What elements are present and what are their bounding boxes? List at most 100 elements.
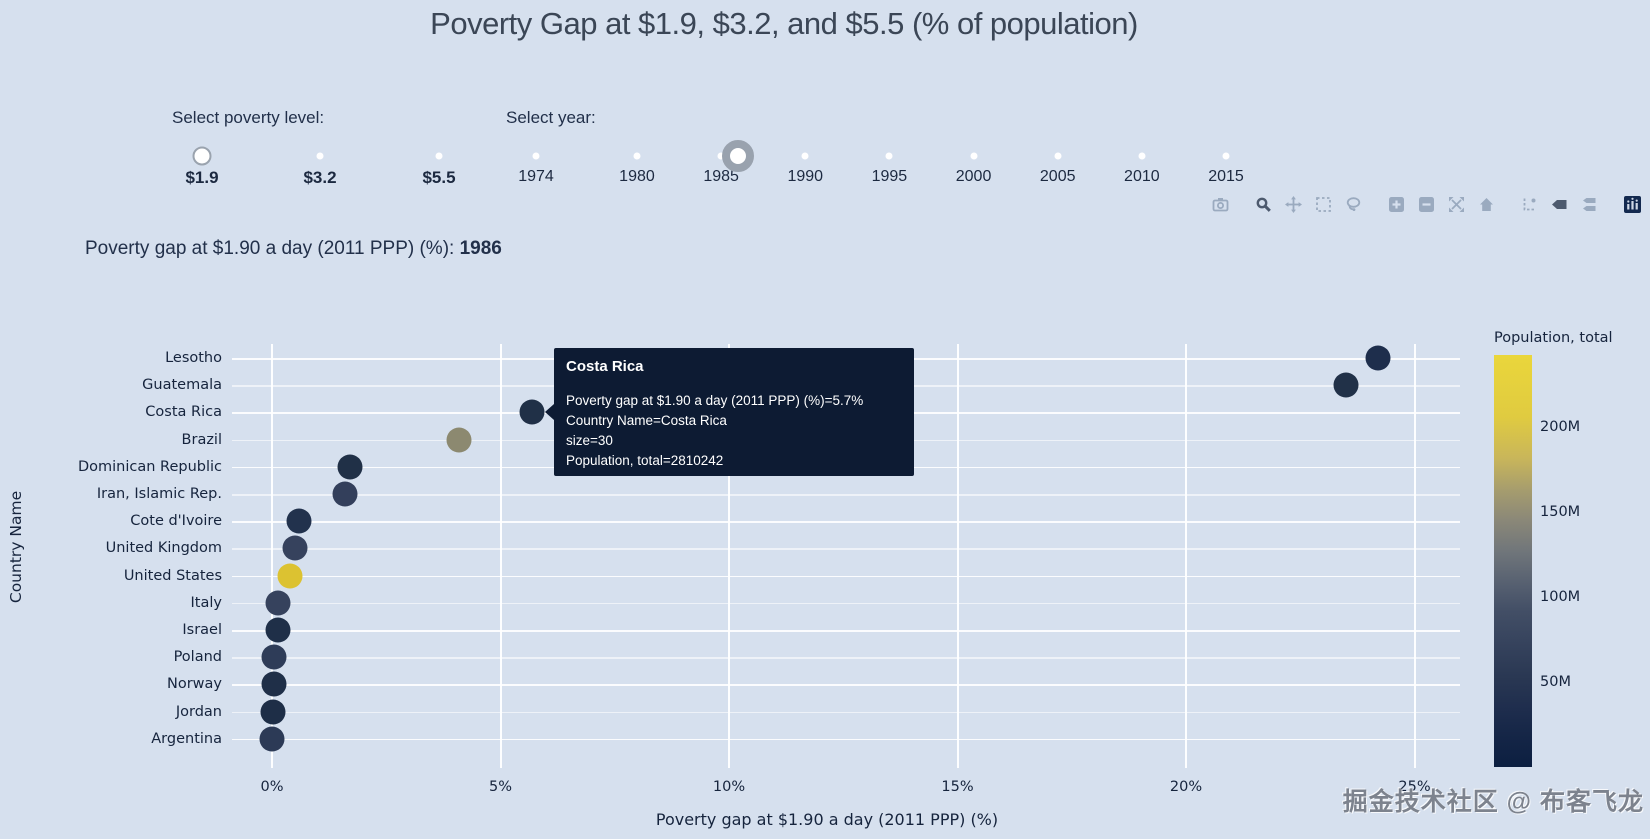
year-slider-tick-1980[interactable] <box>633 152 641 160</box>
data-point-jordan[interactable] <box>260 699 286 725</box>
year-tick-label[interactable]: 2015 <box>1208 168 1244 185</box>
zoom-icon[interactable] <box>1254 194 1273 215</box>
x-gridline <box>1413 344 1416 768</box>
y-gridline <box>232 738 1460 741</box>
data-point-cote-d-ivoire[interactable] <box>286 508 312 534</box>
y-gridline <box>232 602 1460 605</box>
year-slider-tick-2005[interactable] <box>1054 152 1062 160</box>
year-tick-label[interactable]: 1995 <box>871 168 908 185</box>
current-value-prefix: Poverty gap at $1.90 a day (2011 PPP) (%… <box>85 238 460 259</box>
data-point-costa-rica[interactable] <box>519 399 545 425</box>
toggle-spikelines-icon[interactable] <box>1520 194 1539 215</box>
year-tick-label[interactable]: 2000 <box>955 168 992 185</box>
year-tick-label[interactable]: 1974 <box>518 168 554 185</box>
colorbar-tick-label: 100M <box>1540 588 1581 605</box>
lasso-select-icon[interactable] <box>1344 194 1363 215</box>
poverty-slider-tick-$3.2[interactable] <box>316 152 324 160</box>
x-gridline <box>956 344 959 768</box>
population-colorbar <box>1494 355 1532 767</box>
x-gridline <box>271 344 273 768</box>
year-tick-label[interactable]: 2010 <box>1124 168 1160 185</box>
poverty-option-label[interactable]: $1.9 <box>185 168 219 187</box>
y-gridline <box>232 548 1460 550</box>
x-tick-label: 5% <box>488 779 513 795</box>
data-point-guatemala[interactable] <box>1333 372 1359 398</box>
colorbar-title: Population, total <box>1494 330 1613 346</box>
y-tick-label: Italy <box>190 594 222 611</box>
data-point-lesotho[interactable] <box>1365 345 1391 371</box>
y-tick-label: Cote d'Ivoire <box>130 513 222 530</box>
y-tick-label: Guatemala <box>142 377 222 394</box>
hover-tooltip: Costa Rica Poverty gap at $1.90 a day (2… <box>545 348 914 476</box>
x-axis-title: Poverty gap at $1.90 a day (2011 PPP) (%… <box>655 810 999 829</box>
data-point-argentina[interactable] <box>259 726 285 752</box>
year-tick-label[interactable]: 1980 <box>619 168 655 185</box>
data-point-iran-islamic-rep-[interactable] <box>332 481 358 507</box>
poverty-slider-tick-$5.5[interactable] <box>435 152 443 160</box>
zoom-out-icon[interactable] <box>1417 194 1436 215</box>
poverty-slider-handle[interactable] <box>192 146 212 166</box>
data-point-brazil[interactable] <box>446 427 472 453</box>
data-point-united-kingdom[interactable] <box>282 535 308 561</box>
current-value-year: 1986 <box>459 238 502 259</box>
data-point-italy[interactable] <box>265 590 291 616</box>
tooltip-body: Poverty gap at $1.90 a day (2011 PPP) (%… <box>566 391 902 471</box>
year-tick-label[interactable]: 1990 <box>787 168 824 185</box>
modebar-group <box>1200 194 1230 215</box>
autoscale-icon[interactable] <box>1447 194 1466 215</box>
y-tick-label: Costa Rica <box>145 404 222 421</box>
data-point-poland[interactable] <box>261 644 287 670</box>
year-tick-label[interactable]: 2005 <box>1039 168 1076 185</box>
year-slider-tick-2010[interactable] <box>1138 152 1146 160</box>
poverty-option-label[interactable]: $5.5 <box>422 168 456 187</box>
plotly-logo-icon[interactable] <box>1623 194 1642 215</box>
x-tick-label: 10% <box>712 779 746 795</box>
year-tick-label[interactable]: 1985 <box>703 168 739 185</box>
year-slider-tick-1995[interactable] <box>885 152 893 160</box>
year-slider-tick-1974[interactable] <box>532 152 540 160</box>
zoom-in-icon[interactable] <box>1387 194 1406 215</box>
pan-icon[interactable] <box>1284 194 1303 215</box>
camera-icon[interactable] <box>1211 194 1230 215</box>
tooltip-arrow-icon <box>545 404 554 420</box>
x-tick-label: 20% <box>1169 779 1203 795</box>
y-tick-label: United States <box>123 567 222 584</box>
data-point-norway[interactable] <box>261 671 287 697</box>
hover-compare-icon[interactable] <box>1580 194 1599 215</box>
y-gridline <box>232 711 1460 714</box>
data-point-israel[interactable] <box>265 617 291 643</box>
x-gridline <box>499 344 502 768</box>
y-gridline <box>232 521 1460 523</box>
tooltip-title: Costa Rica <box>566 358 644 375</box>
plotly-modebar <box>1187 194 1642 215</box>
x-tick-label: 25% <box>1398 779 1431 795</box>
tooltip-line: size=30 <box>566 433 613 448</box>
colorbar-tick-label: 50M <box>1540 673 1571 690</box>
hover-closest-icon[interactable] <box>1550 194 1569 215</box>
year-slider-tick-1990[interactable] <box>801 152 809 160</box>
reset-axes-home-icon[interactable] <box>1477 194 1496 215</box>
year-slider-tick-2000[interactable] <box>970 152 978 160</box>
colorbar-tick-label: 200M <box>1540 418 1581 435</box>
y-tick-label: Iran, Islamic Rep. <box>96 486 222 502</box>
year-slider-handle[interactable] <box>721 140 754 172</box>
x-gridline <box>728 344 730 768</box>
modebar-group <box>1243 194 1363 215</box>
modebar-group <box>1376 194 1496 215</box>
colorbar-tick-label: 150M <box>1540 503 1581 520</box>
x-tick-label: 0% <box>260 779 284 795</box>
y-tick-label: Lesotho <box>165 350 222 366</box>
y-tick-label: Jordan <box>175 703 222 720</box>
data-point-united-states[interactable] <box>277 563 303 589</box>
year-slider-tick-1985[interactable] <box>717 152 725 160</box>
data-point-dominican-republic[interactable] <box>337 454 363 480</box>
poverty-option-label[interactable]: $3.2 <box>303 168 337 187</box>
poverty-slider-label: Select poverty level: <box>172 108 325 127</box>
y-gridline <box>232 684 1460 686</box>
box-select-icon[interactable] <box>1314 194 1333 215</box>
tooltip-line: Population, total=2810242 <box>566 453 724 468</box>
year-slider-tick-2015[interactable] <box>1222 152 1230 160</box>
tooltip-line: Country Name=Costa Rica <box>566 413 727 428</box>
y-gridline <box>232 657 1460 659</box>
